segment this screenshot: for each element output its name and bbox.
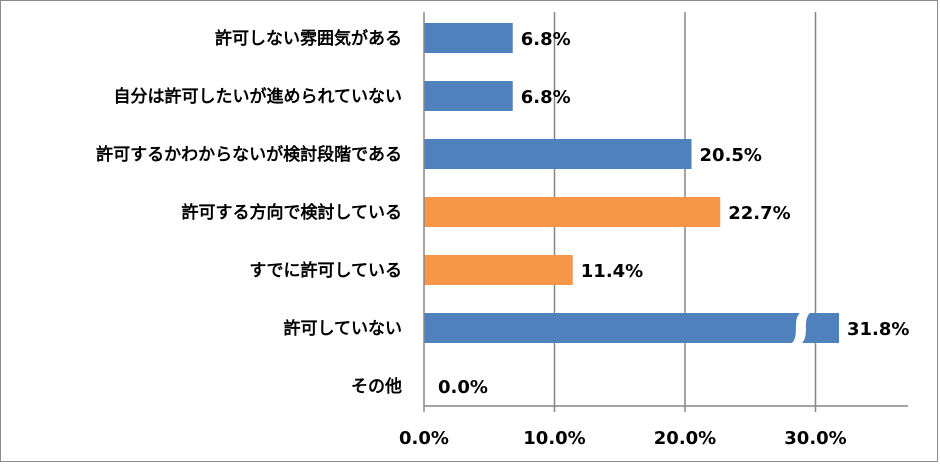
- value-label: 6.8%: [521, 87, 571, 108]
- category-label: 自分は許可したいが進められていない: [114, 86, 403, 107]
- axis-break-marker: [789, 311, 812, 345]
- value-labels: 6.8% 6.8% 20.5% 22.7% 11.4% 31.8% 0.0%: [438, 29, 909, 398]
- bars: [424, 23, 839, 345]
- bar: [424, 139, 692, 169]
- bar: [424, 23, 513, 53]
- x-tick-label: 10.0%: [523, 428, 585, 449]
- bar: [424, 197, 721, 227]
- category-label: すでに許可している: [249, 260, 402, 281]
- value-label: 6.8%: [521, 29, 571, 50]
- category-label: 許可しない雰囲気がある: [215, 28, 402, 49]
- x-tick-label: 0.0%: [399, 428, 449, 449]
- bar: [424, 255, 573, 285]
- bar: [424, 313, 839, 343]
- value-label: 31.8%: [847, 319, 909, 340]
- category-label: 許可していない: [284, 318, 403, 339]
- value-label: 11.4%: [581, 261, 643, 282]
- bar: [424, 81, 513, 111]
- category-labels: 許可しない雰囲気がある自分は許可したいが進められていない許可するかわからないが検…: [96, 28, 402, 397]
- x-tick-label: 30.0%: [784, 428, 846, 449]
- category-label: その他: [351, 376, 402, 397]
- value-label: 22.7%: [728, 203, 790, 224]
- category-label: 許可するかわからないが検討段階である: [96, 144, 402, 165]
- category-label: 許可する方向で検討している: [182, 202, 403, 223]
- value-label: 20.5%: [700, 145, 762, 166]
- value-label: 0.0%: [438, 377, 488, 398]
- x-tick-label: 20.0%: [654, 428, 716, 449]
- axes: 0.0% 10.0% 20.0% 30.0%: [399, 12, 908, 449]
